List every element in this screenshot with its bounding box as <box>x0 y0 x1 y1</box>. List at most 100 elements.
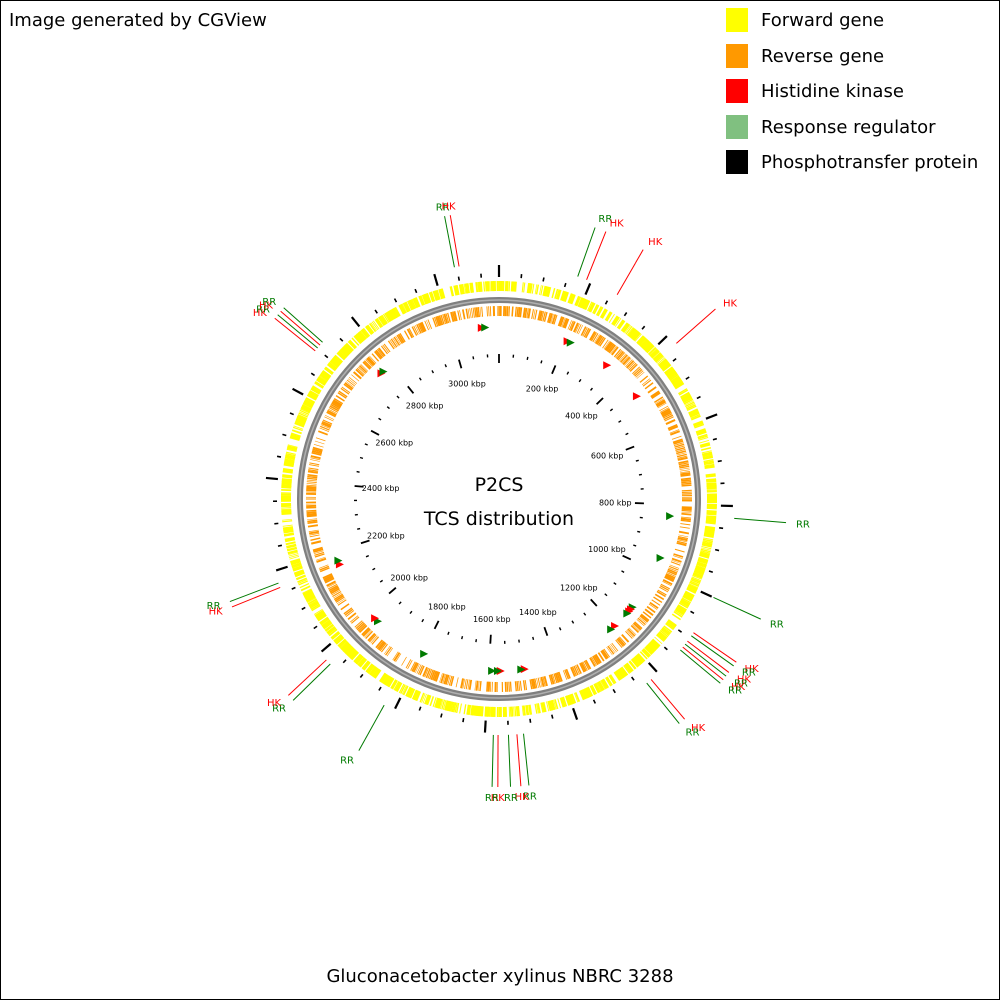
reverse-gene-mark <box>553 673 558 684</box>
reverse-gene-mark <box>331 400 342 408</box>
forward-gene-mark <box>399 303 407 314</box>
forward-gene-mark <box>698 436 709 441</box>
forward-gene-mark <box>593 683 600 694</box>
reverse-gene-mark <box>416 664 422 674</box>
forward-gene-mark <box>624 663 633 673</box>
reverse-gene-mark <box>464 678 467 689</box>
forward-gene-mark <box>321 369 332 378</box>
reverse-gene-mark <box>508 306 510 317</box>
forward-gene-mark <box>285 454 296 458</box>
orange-square-icon <box>726 43 748 68</box>
reverse-gene-mark <box>326 580 337 587</box>
inner-minor-tick <box>409 610 413 614</box>
forward-gene-mark <box>353 653 362 663</box>
forward-gene-mark <box>702 538 714 543</box>
forward-gene-mark <box>521 282 524 293</box>
tick-label: 2600 kbp <box>375 438 413 447</box>
forward-gene-mark <box>291 562 302 568</box>
forward-gene-mark <box>316 613 327 621</box>
reverse-gene-mark <box>308 467 319 471</box>
forward-gene-mark <box>656 356 665 364</box>
forward-gene-mark <box>582 688 589 699</box>
forward-gene-mark <box>320 372 330 380</box>
forward-gene-mark <box>664 366 674 375</box>
reverse-gene-mark <box>576 664 582 674</box>
reverse-gene-mark <box>310 537 321 541</box>
forward-gene-mark <box>531 283 535 294</box>
reverse-gene-mark <box>358 624 368 633</box>
site-label: RR <box>734 678 748 689</box>
reverse-gene-mark <box>416 324 422 334</box>
forward-gene-mark <box>636 335 645 345</box>
forward-gene-mark <box>631 657 640 667</box>
forward-gene-mark <box>376 317 384 327</box>
forward-gene-mark <box>510 281 515 292</box>
forward-gene-mark <box>301 404 312 412</box>
yellow-square-icon <box>726 8 748 32</box>
reverse-gene-mark <box>543 676 548 687</box>
reverse-gene-mark <box>385 646 392 656</box>
forward-gene-mark <box>300 406 311 413</box>
forward-gene-mark <box>696 561 707 568</box>
site-label: RR <box>436 202 450 213</box>
reverse-gene-mark <box>465 679 469 690</box>
reverse-gene-mark <box>382 344 390 354</box>
forward-gene-mark <box>616 670 623 680</box>
site-leader-line <box>444 216 455 268</box>
site-leader-line <box>691 635 734 667</box>
reverse-gene-mark <box>678 530 690 535</box>
reverse-gene-mark <box>392 651 399 661</box>
forward-gene-mark <box>685 403 696 409</box>
outer-minor-tick <box>623 312 628 317</box>
forward-gene-mark <box>449 286 455 297</box>
site-label: HK <box>745 664 760 675</box>
forward-gene-mark <box>590 684 598 695</box>
reverse-gene-mark <box>678 534 689 538</box>
forward-gene-mark <box>401 685 407 695</box>
forward-gene-mark <box>421 693 426 703</box>
forward-gene-mark <box>484 706 487 717</box>
reverse-gene-mark <box>548 313 554 324</box>
site-leader-line <box>229 582 279 603</box>
reverse-gene-mark <box>646 605 656 614</box>
legend-label: Forward gene <box>761 10 885 31</box>
reverse-gene-mark <box>590 332 597 342</box>
forward-gene-mark <box>693 570 704 576</box>
reverse-gene-mark <box>582 661 588 671</box>
forward-gene-mark <box>310 387 321 395</box>
rr-marker-icon <box>566 338 575 347</box>
forward-gene-mark <box>663 625 673 633</box>
inner-minor-tick <box>589 387 593 391</box>
forward-gene-mark <box>676 604 687 612</box>
reverse-gene-mark <box>591 656 597 666</box>
reverse-gene-mark <box>420 321 427 332</box>
forward-gene-mark <box>654 354 664 363</box>
forward-gene-mark <box>613 317 620 326</box>
reverse-gene-mark <box>662 581 672 587</box>
inner-minor-tick <box>379 579 384 583</box>
forward-gene-mark <box>374 318 383 329</box>
forward-gene-mark <box>624 664 632 674</box>
reverse-gene-mark <box>674 548 685 553</box>
reverse-gene-mark <box>447 675 451 686</box>
site-leader-line <box>682 646 724 681</box>
inner-minor-tick <box>359 456 364 460</box>
reverse-gene-mark <box>575 665 581 675</box>
forward-gene-mark <box>451 701 456 713</box>
reverse-gene-mark <box>477 680 480 691</box>
forward-gene-mark <box>296 414 308 421</box>
forward-gene-mark <box>361 328 370 338</box>
reverse-gene-mark <box>655 399 666 407</box>
reverse-gene-mark <box>399 332 406 343</box>
forward-gene-mark <box>555 289 560 300</box>
forward-gene-mark <box>321 371 331 379</box>
reverse-gene-mark <box>571 666 578 677</box>
reverse-gene-mark <box>524 307 528 318</box>
reverse-gene-mark <box>343 383 353 391</box>
forward-gene-mark <box>638 337 647 347</box>
inner-minor-tick <box>635 459 639 462</box>
inner-minor-tick <box>558 627 562 631</box>
forward-gene-mark <box>409 688 416 699</box>
forward-gene-mark <box>684 401 695 408</box>
forward-gene-mark <box>539 285 542 296</box>
